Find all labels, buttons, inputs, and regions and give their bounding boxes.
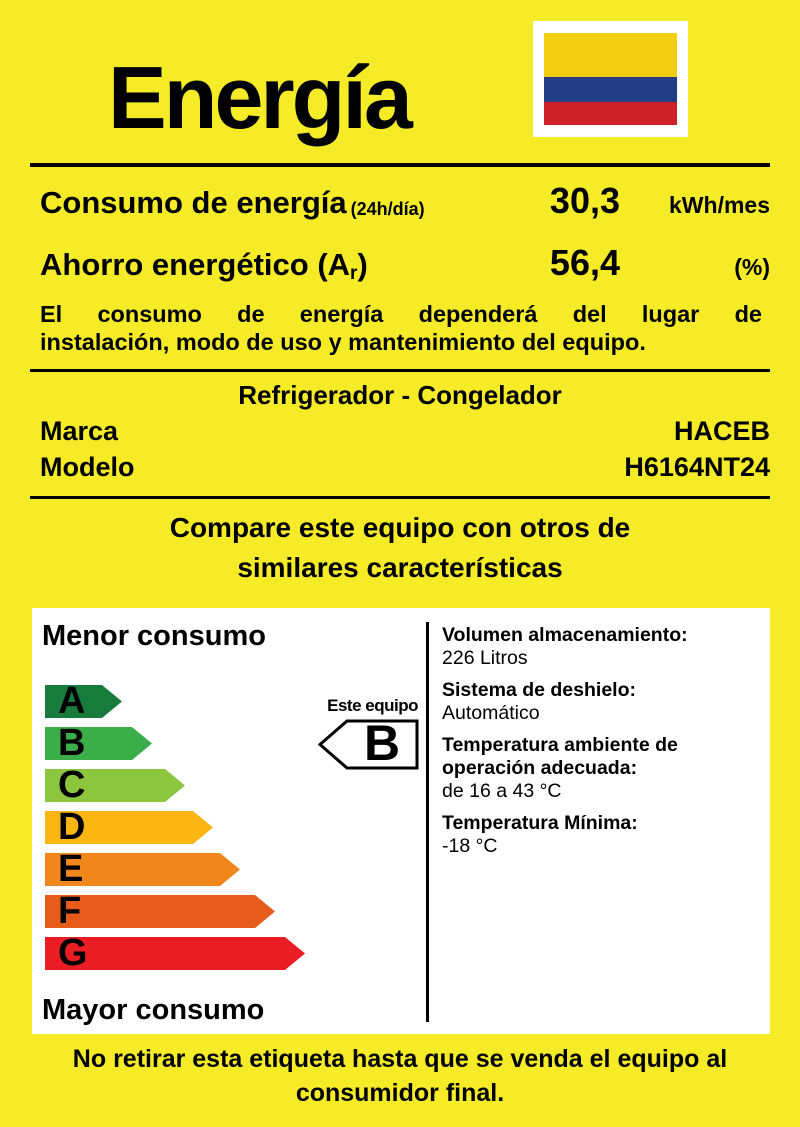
flag-stripe-yellow xyxy=(544,32,677,78)
spec-volume-value: 226 Litros xyxy=(442,647,528,669)
consumption-label: Consumo de energía xyxy=(40,185,347,220)
product-type: Refrigerador - Congelador xyxy=(238,380,562,410)
rating-bar-g-letter: G xyxy=(58,932,88,974)
page-title: Energía xyxy=(108,48,413,147)
spec-defrost-label: Sistema de deshielo: xyxy=(442,679,636,701)
rating-bar-a-letter: A xyxy=(58,680,86,722)
spec-volume-label: Volumen almacenamiento: xyxy=(442,624,688,646)
rating-bar-e-letter: E xyxy=(58,848,84,890)
consumption-row: Consumo de energía (24h/día) 30,3 kWh/me… xyxy=(40,180,770,222)
rating-bar-f: F xyxy=(45,895,275,928)
spec-defrost: Sistema de deshielo: Automático xyxy=(442,679,762,725)
rating-bar-e: E xyxy=(45,853,240,886)
spec-ambient-temp-value: de 16 a 43 °C xyxy=(442,780,562,802)
spec-defrost-value: Automático xyxy=(442,702,540,724)
menor-consumo-label: Menor consumo xyxy=(42,620,266,652)
consumption-note-line1: El consumo de energía dependerá del luga… xyxy=(40,301,762,327)
panel-divider xyxy=(426,622,429,1022)
rating-bar-d-letter: D xyxy=(58,806,86,848)
colombia-flag xyxy=(533,21,688,137)
model-label: Modelo xyxy=(40,452,135,482)
flag-stripe-blue xyxy=(544,77,677,103)
flag-stripe-red xyxy=(544,102,677,126)
spec-volume: Volumen almacenamiento: 226 Litros xyxy=(442,624,762,670)
rating-bar-f-letter: F xyxy=(58,890,82,932)
efficiency-panel: Menor consumo A B C D E F G Este equipo … xyxy=(32,608,770,1034)
savings-label-end: ) xyxy=(357,247,368,282)
rating-bar-b: B xyxy=(45,727,152,760)
consumption-value: 30,3 xyxy=(549,180,620,221)
spec-min-temp-value: -18 °C xyxy=(442,835,498,857)
footer-warning-line1: No retirar esta etiqueta hasta que se ve… xyxy=(72,1045,728,1073)
savings-unit: (%) xyxy=(734,254,770,280)
mayor-consumo-label: Mayor consumo xyxy=(42,994,265,1026)
rating-bar-c: C xyxy=(45,769,185,802)
rating-bar-c-letter: C xyxy=(58,764,86,806)
rating-pointer-letter: B xyxy=(363,715,401,771)
savings-row: Ahorro energético (A r) 56,4 (%) xyxy=(40,242,770,284)
rating-bar-d: D xyxy=(45,811,213,844)
divider-line xyxy=(30,369,770,372)
brand-row: Marca HACEB xyxy=(40,416,770,447)
consumption-label-note: (24h/día) xyxy=(350,199,425,219)
spec-min-temp: Temperatura Mínima: -18 °C xyxy=(442,812,762,858)
rating-bar-g: G xyxy=(45,937,305,970)
savings-label-subscript: r xyxy=(350,263,358,284)
compare-heading-line1: Compare este equipo con otros de xyxy=(169,512,631,543)
spec-ambient-temp-label: Temperatura ambiente de operación adecua… xyxy=(442,734,678,779)
rating-bar-a: A xyxy=(45,685,122,718)
footer-warning: No retirar esta etiqueta hasta que se ve… xyxy=(0,1042,800,1110)
brand-value: HACEB xyxy=(673,416,770,446)
rating-bar-b-letter: B xyxy=(58,722,86,764)
consumption-unit: kWh/mes xyxy=(669,192,770,218)
compare-heading-line2: similares características xyxy=(237,552,563,583)
este-equipo-label: Este equipo xyxy=(327,696,418,715)
savings-label: Ahorro energético (A xyxy=(40,247,351,282)
model-value: H6164NT24 xyxy=(624,452,770,482)
compare-heading: Compare este equipo con otros de similar… xyxy=(0,508,800,588)
colombia-flag-stripes xyxy=(544,32,677,126)
divider-line xyxy=(30,496,770,499)
specs-column: Volumen almacenamiento: 226 Litros Siste… xyxy=(442,624,762,867)
spec-ambient-temp: Temperatura ambiente de operación adecua… xyxy=(442,734,762,803)
consumption-note: El consumo de energía dependerá del luga… xyxy=(40,300,762,356)
savings-value: 56,4 xyxy=(549,242,620,283)
divider-line xyxy=(30,163,770,167)
footer-warning-line2: consumidor final. xyxy=(295,1079,505,1107)
spec-min-temp-label: Temperatura Mínima: xyxy=(442,812,638,834)
rating-pointer-arrow xyxy=(318,719,419,770)
brand-label: Marca xyxy=(40,416,119,446)
consumption-note-line2: instalación, modo de uso y mantenimiento… xyxy=(40,329,646,355)
model-row: Modelo H6164NT24 xyxy=(40,452,770,483)
